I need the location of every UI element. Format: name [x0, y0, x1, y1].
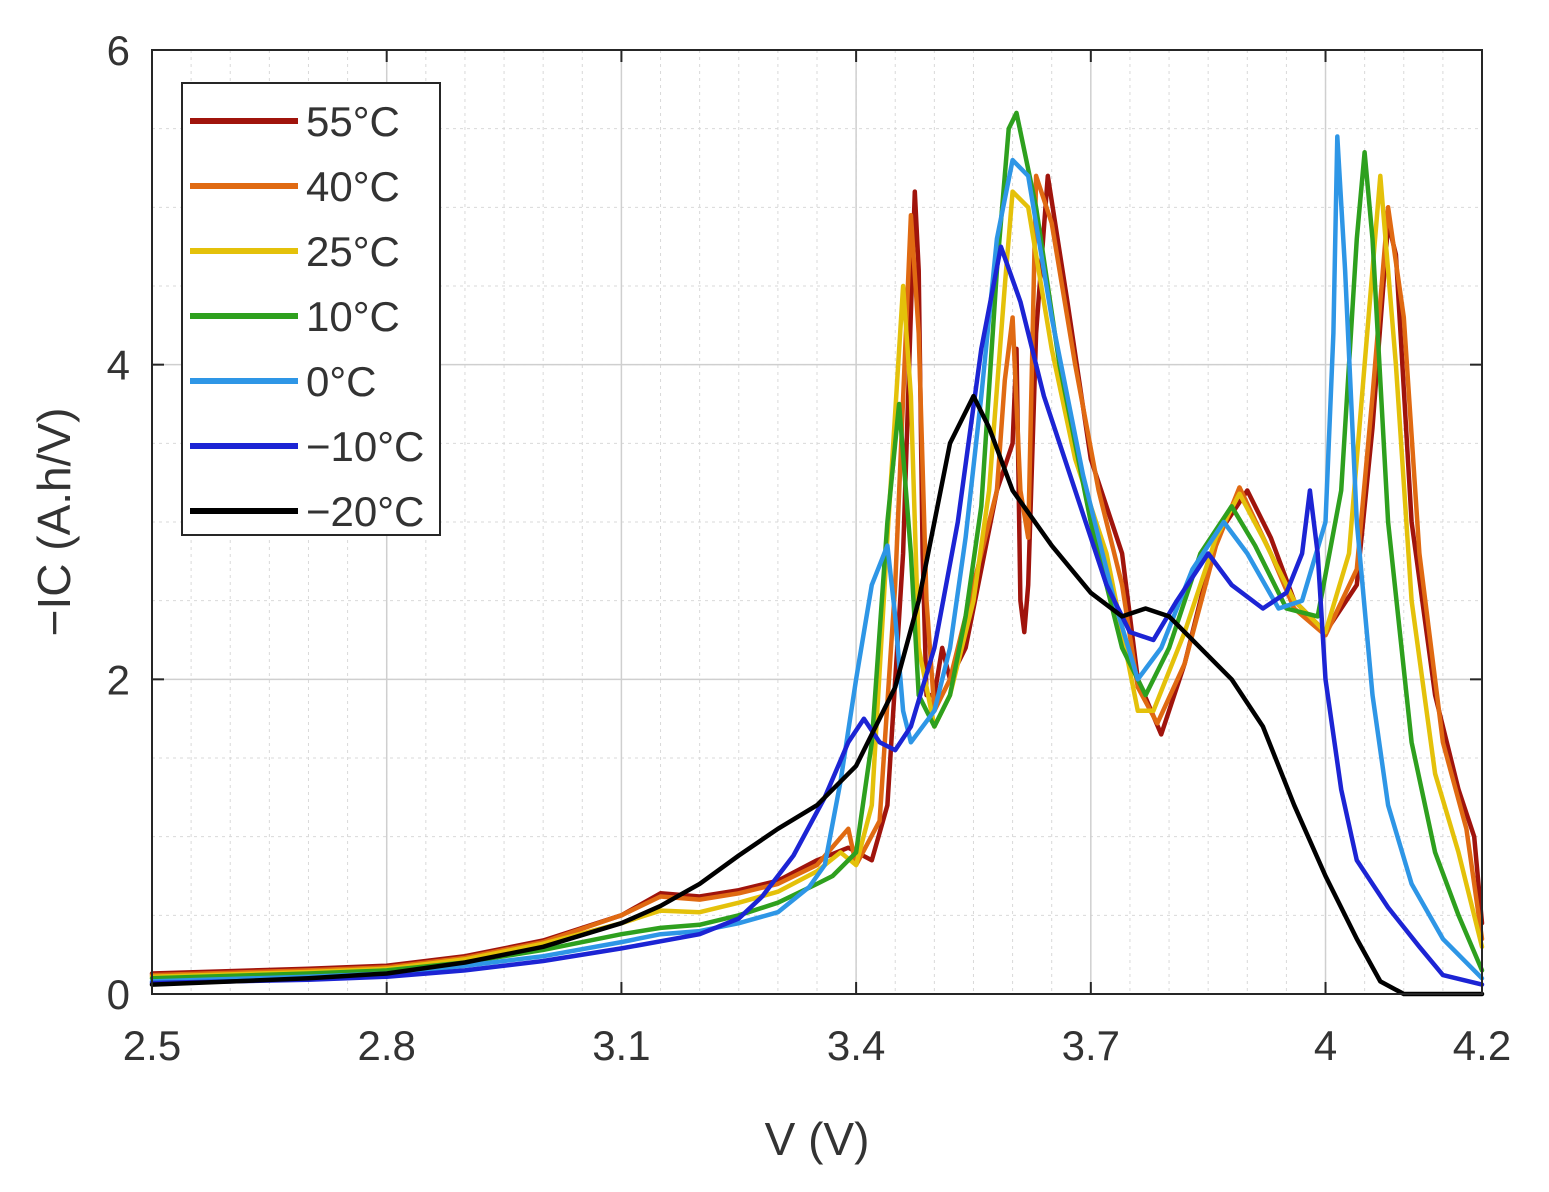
x-tick-label: 4 [1314, 1022, 1337, 1069]
legend-label: −20°C [306, 488, 424, 535]
legend-label: −10°C [306, 423, 424, 470]
y-tick-label: 4 [107, 342, 130, 389]
x-tick-label: 2.8 [358, 1022, 416, 1069]
legend: 55°C 40°C 25°C 10°C 0°C −10°C −20°C [181, 82, 441, 536]
legend-box [181, 82, 441, 536]
series-line [149, 173, 1485, 978]
y-axis-label: −IC (A.h/V) [28, 408, 80, 637]
legend-label: 0°C [306, 358, 377, 405]
legend-label: 25°C [306, 228, 400, 275]
series-line [149, 244, 1485, 987]
series-line [149, 173, 1485, 979]
axis-tick-labels: 2.5 2.8 3.1 3.4 3.7 4 4.2 0 2 4 6 [107, 27, 1512, 1069]
x-tick-label: 4.2 [1453, 1022, 1511, 1069]
x-tick-label: 3.4 [827, 1022, 885, 1069]
y-tick-label: 2 [107, 656, 130, 703]
x-tick-label: 2.5 [123, 1022, 181, 1069]
x-tick-label: 3.7 [1062, 1022, 1120, 1069]
y-tick-label: 0 [107, 971, 130, 1018]
axis-ticks [151, 49, 1483, 995]
series-line [149, 393, 1485, 997]
legend-label: 40°C [306, 163, 400, 210]
legend-label: 10°C [306, 293, 400, 340]
legend-label: 55°C [306, 98, 400, 145]
x-tick-label: 3.1 [592, 1022, 650, 1069]
series-layer [149, 110, 1485, 997]
x-axis-label: V (V) [765, 1113, 870, 1165]
y-tick-label: 6 [107, 27, 130, 74]
plot-frame [151, 49, 1483, 995]
